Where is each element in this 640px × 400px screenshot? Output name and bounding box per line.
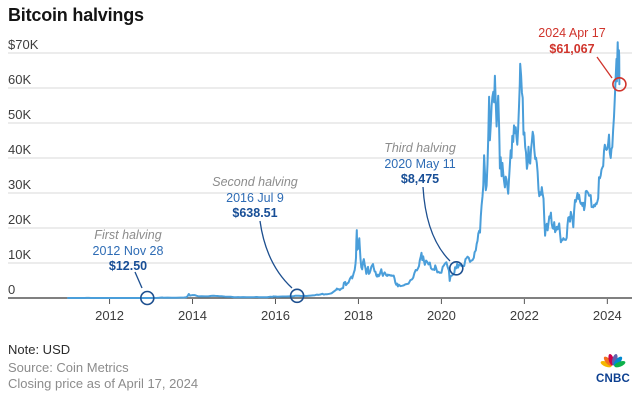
annotation-connector (422, 186, 451, 262)
y-axis-label: 10K (8, 247, 31, 262)
annotation-third-halving: Third halving 2020 May 11 $8,475 (384, 141, 456, 188)
halving-marker (289, 288, 305, 304)
annotation-date: 2016 Jul 9 (226, 190, 284, 205)
annotation-price: $638.51 (232, 206, 278, 220)
annotation-date: 2020 May 11 (384, 156, 456, 171)
annotation-second-halving: Second halving 2016 Jul 9 $638.51 (212, 175, 297, 222)
x-axis-label: 2014 (178, 308, 207, 323)
annotation-label: First halving (94, 228, 162, 242)
annotation-price: $12.50 (108, 259, 148, 273)
annotation-price: $8,475 (400, 172, 440, 186)
y-axis-label: 60K (8, 72, 31, 87)
cnbc-wordmark: CNBC (595, 373, 631, 385)
annotation-latest-price: 2024 Apr 17 $61,067 (538, 26, 605, 57)
annotation-connector (134, 271, 143, 289)
x-axis-label: 2024 (593, 308, 622, 323)
page-title: Bitcoin halvings (8, 5, 144, 25)
price-line (67, 41, 621, 299)
annotation-connector (259, 220, 293, 289)
x-axis-label: 2022 (510, 308, 539, 323)
cnbc-logo: CNBC (594, 351, 632, 385)
peacock-icon (600, 354, 626, 368)
y-axis-label: $70K (8, 37, 39, 52)
y-axis-label: 50K (8, 107, 31, 122)
y-axis-label: 40K (8, 142, 31, 157)
chart-source: Source: Coin Metrics (8, 360, 129, 375)
chart-asof: Closing price as of April 17, 2024 (8, 376, 199, 391)
halving-marker (140, 290, 155, 306)
y-axis-label: 0 (8, 282, 15, 297)
annotation-price: $61,067 (549, 41, 595, 56)
halving-marker (612, 77, 627, 92)
y-axis-label: 30K (8, 177, 31, 192)
annotation-label: Second halving (212, 175, 298, 189)
x-axis-label: 2020 (427, 308, 456, 323)
chart-note: Note: USD (8, 342, 71, 357)
x-axis-label: 2012 (95, 308, 124, 323)
annotation-date: 2012 Nov 28 (92, 243, 164, 258)
y-axis-label: 20K (8, 212, 31, 227)
annotation-first-halving: First halving 2012 Nov 28 $12.50 (93, 228, 164, 275)
x-axis-label: 2016 (261, 308, 290, 323)
annotation-connector (596, 56, 613, 79)
annotation-date: 2024 Apr 17 (538, 26, 606, 40)
x-axis-label: 2018 (344, 308, 373, 323)
annotation-label: Third halving (384, 141, 456, 155)
halving-marker (448, 260, 464, 276)
